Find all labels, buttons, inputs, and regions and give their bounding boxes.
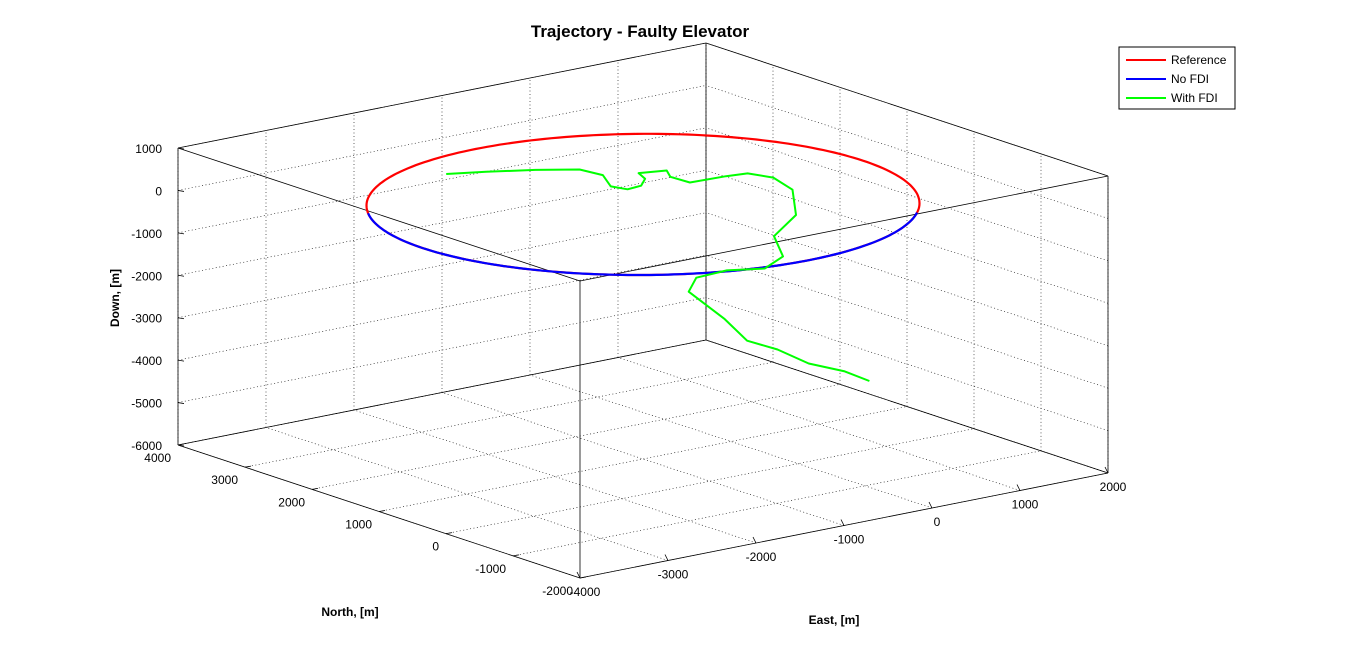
- z-tick-label: -6000: [131, 439, 162, 453]
- series-with-fdi-line: [446, 168, 870, 382]
- z-tick-mark: [177, 147, 185, 150]
- y-tick-mark: [311, 487, 319, 490]
- x-tick-mark: [752, 536, 757, 544]
- grid-line-wall-z: [177, 85, 707, 191]
- grid-line-side-z: [705, 297, 1109, 431]
- grid-line-floor-x: [265, 427, 669, 561]
- grid-line-wall-z: [177, 127, 707, 234]
- x-tick-label: -1000: [834, 533, 865, 547]
- z-tick-label: -1000: [131, 227, 162, 241]
- x-tick-mark: [1104, 466, 1109, 474]
- x-tick-mark: [576, 571, 581, 579]
- z-tick-label: 1000: [135, 142, 162, 156]
- y-tick-label: -2000: [542, 584, 573, 598]
- z-tick-mark: [177, 359, 185, 362]
- x-axis-label: East, [m]: [809, 613, 860, 627]
- box-edge: [177, 147, 581, 282]
- y-tick-mark: [244, 465, 252, 468]
- grid-line-floor-x: [441, 392, 845, 526]
- z-tick-mark: [177, 444, 185, 447]
- grid-line-side-z: [705, 212, 1109, 346]
- z-tick-mark: [177, 190, 185, 192]
- y-axis-label: North, [m]: [321, 605, 378, 619]
- x-tick-mark: [1016, 484, 1021, 491]
- z-tick-label: 0: [155, 184, 162, 198]
- grid-line-side-z: [705, 254, 1109, 389]
- x-tick-mark: [664, 554, 669, 561]
- grid-line-side-z: [705, 170, 1109, 304]
- grid-line-floor-y: [512, 450, 1042, 557]
- z-axis-label: Down, [m]: [108, 269, 122, 327]
- x-tick-label: 1000: [1012, 498, 1039, 512]
- x-tick-label: 0: [934, 515, 941, 529]
- grid-line-floor-y: [378, 406, 908, 512]
- box-edge: [705, 339, 1109, 474]
- grid-line-floor-y: [244, 361, 774, 468]
- y-tick-mark: [512, 554, 520, 557]
- tick-labels: -4000 -3000 -2000 -1000 0 1000 2000 -2000 -1000 0…: [131, 142, 1126, 599]
- y-tick-label: 2000: [278, 495, 305, 509]
- y-tick-label: 0: [432, 540, 439, 554]
- z-tick-mark: [177, 232, 185, 235]
- y-tick-mark: [579, 576, 587, 579]
- grid-line-wall-z: [177, 297, 707, 403]
- y-tick-label: 1000: [345, 518, 372, 532]
- z-tick-label: -3000: [131, 312, 162, 326]
- x-tick-label: -2000: [746, 550, 777, 564]
- x-tick-label: -3000: [658, 568, 689, 582]
- box-edge: [705, 42, 1109, 177]
- grid-line-floor-y: [311, 384, 841, 490]
- y-tick-mark: [378, 510, 386, 512]
- x-tick-label: -4000: [570, 585, 601, 599]
- z-tick-mark: [177, 317, 185, 320]
- grid-line-side-z: [705, 127, 1109, 262]
- grid-line-wall-z: [177, 254, 707, 361]
- data-series: [365, 132, 921, 382]
- z-tick-label: -4000: [131, 354, 162, 368]
- x-tick-label: 2000: [1100, 480, 1127, 494]
- legend-label-no-fdi: No FDI: [1171, 72, 1209, 86]
- legend-label-reference: Reference: [1171, 53, 1227, 67]
- grid-line-floor-y: [445, 428, 975, 534]
- grid-line-wall-z: [177, 212, 707, 319]
- y-tick-label: 3000: [211, 473, 238, 487]
- x-tick-mark: [928, 501, 933, 509]
- y-tick-label: -1000: [475, 562, 506, 576]
- legend: Reference No FDI With FDI: [1118, 46, 1236, 110]
- z-tick-mark: [177, 274, 185, 277]
- x-tick-mark: [840, 519, 845, 526]
- grid-line-floor-x: [529, 374, 933, 509]
- z-tick-label: -2000: [131, 269, 162, 283]
- legend-label-with-fdi: With FDI: [1171, 91, 1218, 105]
- z-tick-label: -5000: [131, 397, 162, 411]
- z-tick-mark: [177, 402, 185, 404]
- box-edge: [579, 175, 1109, 282]
- y-tick-mark: [445, 532, 453, 535]
- chart-title: Trajectory - Faulty Elevator: [531, 22, 750, 41]
- series-no-fdi-line: [367, 212, 919, 277]
- grid-line-side-z: [705, 85, 1109, 219]
- box-edge: [177, 339, 707, 446]
- box-edge: [177, 42, 707, 149]
- y-tick-label: 4000: [144, 451, 171, 465]
